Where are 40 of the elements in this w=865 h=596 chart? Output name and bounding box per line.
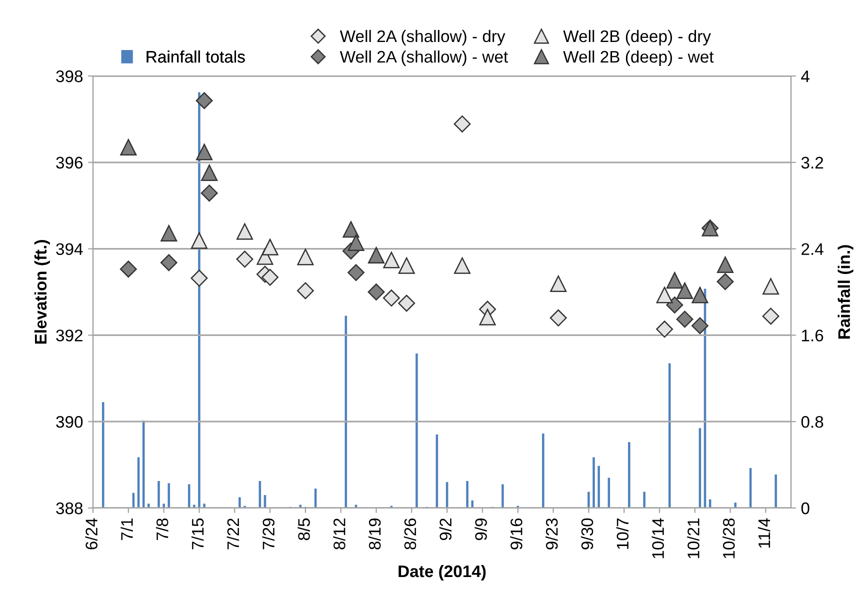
x-axis-title: Date (2014) [398, 564, 486, 581]
x-tick-label: 8/19 [368, 518, 381, 550]
x-tick-label: 8/5 [298, 518, 310, 540]
x-tick-label: 10/28 [722, 518, 735, 558]
x-tick-label: 10/7 [616, 518, 629, 549]
y2-tick-label: 0 [801, 502, 810, 514]
y-tick-label: 390 [56, 416, 83, 428]
x-tick-label: 8/26 [404, 518, 416, 550]
x-tick-label: 6/24 [85, 518, 98, 550]
x-tick-label: 7/15 [191, 518, 204, 550]
x-tick-label: 7/8 [156, 518, 168, 540]
y2-tick-label: 1.6 [802, 330, 824, 342]
legend-label: Well 2A (shallow) - wet [340, 50, 508, 66]
y2-axis-title: Rainfall (in.) [838, 245, 854, 339]
y-tick-label: 398 [56, 70, 83, 82]
x-tick-label: 10/14 [652, 518, 664, 558]
legend-label: Well 2B (deep) - wet [563, 50, 714, 66]
x-tick-label: 7/22 [226, 518, 240, 550]
y-tick-label: 388 [56, 502, 83, 514]
legend-label: Rainfall totals [146, 50, 245, 63]
y2-tick-label: 0.8 [801, 416, 824, 428]
y-tick-label: 394 [56, 243, 83, 256]
y-tick-label: 392 [56, 330, 82, 342]
y2-tick-label: 4 [801, 70, 810, 82]
y-axis-title: Elevation (ft.) [34, 240, 50, 344]
x-tick-label: 9/30 [580, 518, 594, 550]
x-tick-label: 9/23 [546, 518, 558, 550]
x-tick-label: 9/16 [510, 518, 522, 550]
x-tick-label: 7/29 [262, 518, 275, 550]
legend-label: Well 2A (shallow) - dry [340, 30, 506, 46]
x-tick-label: 9/9 [474, 518, 487, 540]
x-tick-label: 9/2 [439, 518, 452, 540]
x-tick-label: 11/4 [758, 518, 770, 548]
x-tick-label: 7/1 [120, 518, 133, 540]
y-tick-label: 396 [56, 156, 83, 169]
y2-tick-label: 3.2 [801, 156, 824, 169]
y2-tick-label: 2.4 [802, 243, 824, 255]
legend-label: Well 2B (deep) - dry [563, 30, 711, 46]
x-tick-label: 10/21 [687, 518, 700, 558]
x-tick-label: 8/12 [333, 518, 346, 550]
